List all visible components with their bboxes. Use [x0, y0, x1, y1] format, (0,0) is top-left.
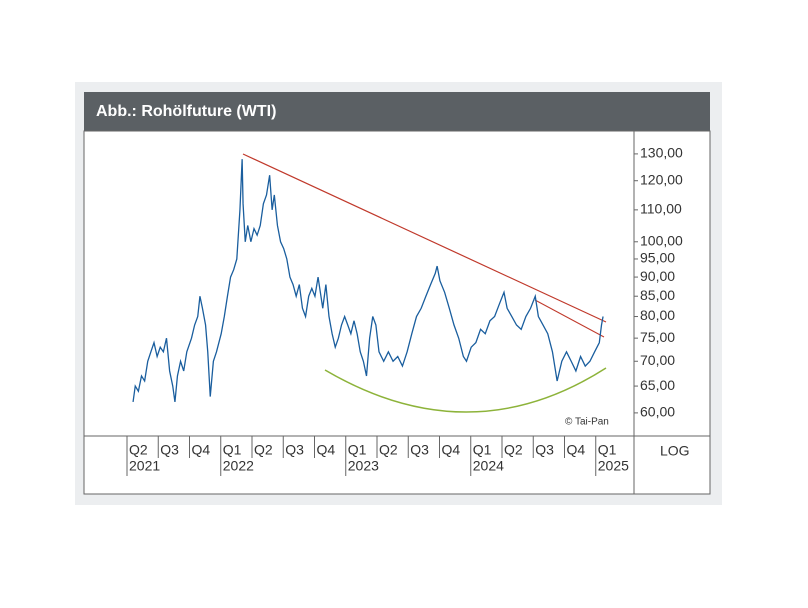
scale-label: LOG [660, 443, 690, 459]
trend-line [534, 299, 605, 338]
x-tick-label: Q1 [598, 442, 617, 458]
year-label: 2023 [348, 458, 379, 474]
x-tick-label: Q4 [317, 442, 336, 458]
x-tick-label: Q3 [535, 442, 554, 458]
x-tick-label: Q3 [410, 442, 429, 458]
source: © Tai-Pan [565, 417, 609, 428]
x-tick-label: Q1 [223, 442, 242, 458]
x-tick-label: Q3 [160, 442, 179, 458]
price-line [132, 159, 604, 402]
header [84, 92, 710, 131]
x-tick-label: Q3 [285, 442, 304, 458]
x-tick-label: Q2 [129, 442, 148, 458]
x-tick-label: Q1 [348, 442, 367, 458]
y-tick-label: 110,00 [640, 201, 682, 217]
x-tick-label: Q4 [567, 442, 586, 458]
x-tick-label: Q2 [254, 442, 273, 458]
y-tick-label: 90,00 [640, 268, 675, 284]
y-tick-label: 65,00 [640, 377, 675, 393]
trend-arc [324, 367, 607, 413]
y-tick-label: 75,00 [640, 329, 675, 345]
y-tick-label: 85,00 [640, 287, 675, 303]
year-label: 2021 [129, 458, 160, 474]
y-tick-label: 70,00 [640, 352, 675, 368]
plot-frame [83, 130, 711, 495]
chart-title: Abb.: Rohölfuture (WTI) [96, 103, 276, 120]
y-tick-label: 95,00 [640, 250, 675, 266]
x-tick-label: Q4 [442, 442, 461, 458]
x-tick-label: Q2 [504, 442, 523, 458]
year-label: 2022 [223, 458, 254, 474]
y-tick-label: 100,00 [640, 232, 683, 248]
y-tick-label: 80,00 [640, 307, 675, 323]
y-tick-label: 120,00 [640, 171, 683, 187]
year-label: 2025 [598, 458, 629, 474]
y-tick-label: 60,00 [640, 404, 675, 420]
year-label: 2024 [473, 458, 504, 474]
y-tick-label: 130,00 [640, 145, 683, 161]
x-tick-label: Q2 [379, 442, 398, 458]
trend-line [242, 153, 607, 323]
x-tick-label: Q4 [192, 442, 211, 458]
x-tick-label: Q1 [473, 442, 492, 458]
